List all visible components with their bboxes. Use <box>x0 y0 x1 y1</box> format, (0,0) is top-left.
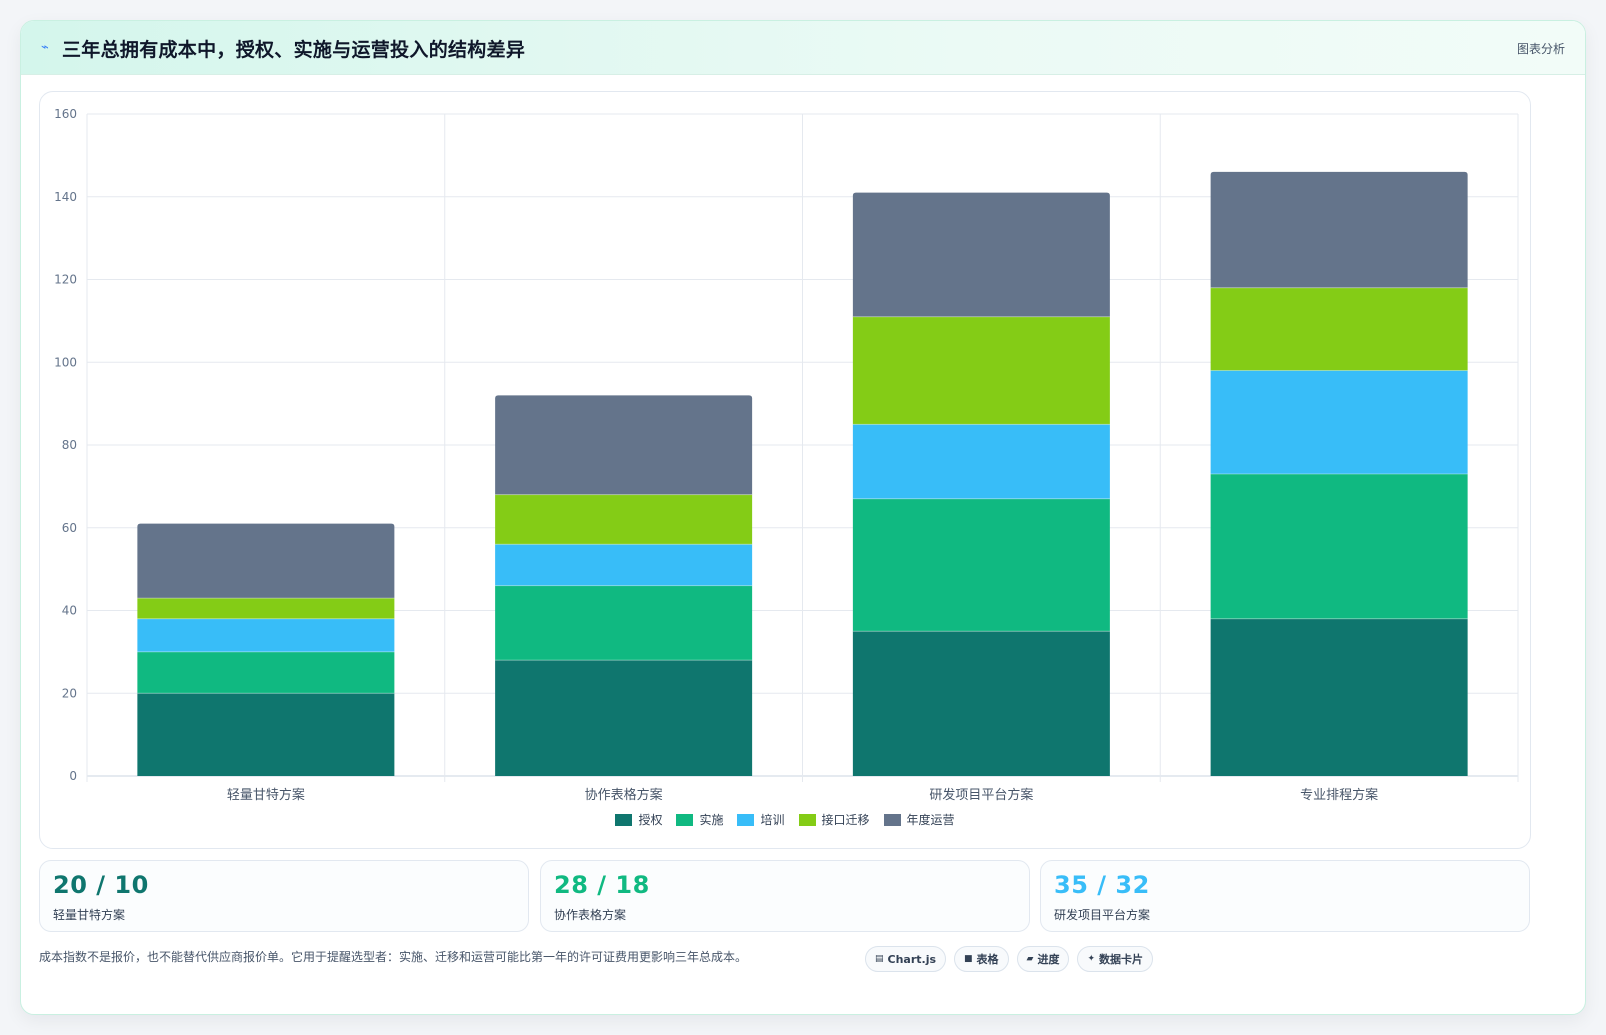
x-category-label: 研发项目平台方案 <box>929 787 1033 802</box>
stat-card-label: 协作表格方案 <box>554 908 627 922</box>
y-tick-label: 160 <box>54 107 77 121</box>
y-tick-label: 140 <box>54 190 77 204</box>
footnote: 成本指数不是报价，也不能替代供应商报价单。它用于提醒选型者：实施、迁移和运营可能… <box>39 950 748 964</box>
stat-card-label: 轻量甘特方案 <box>53 908 126 922</box>
chart-analysis-link[interactable]: 图表分析 <box>1516 42 1565 56</box>
bar-segment <box>137 598 395 619</box>
legend-item[interactable]: 年度运营 <box>883 811 955 828</box>
bar-segment <box>1210 473 1468 619</box>
chart-legend: 授权 实施 培训 接口迁移 年度运营 <box>40 811 1530 828</box>
legend-swatch <box>615 813 633 826</box>
legend-item[interactable]: 授权 <box>615 811 662 828</box>
y-tick-label: 120 <box>54 273 77 287</box>
y-tick-label: 40 <box>62 604 77 618</box>
stat-cards-row: 20 / 10 轻量甘特方案 28 / 18 协作表格方案 35 / 32 研发… <box>39 860 1531 932</box>
bar-segment <box>495 660 753 776</box>
bar-segment <box>852 192 1110 317</box>
chip-table[interactable]: ■ 表格 <box>954 946 1009 972</box>
bar-segment <box>495 494 753 545</box>
stacked-bar-chart: 0 20 40 60 80 100 120 140 160 轻量甘特方案 协作表格方案 研发项目平台方… <box>54 107 1519 802</box>
chip-label: 数据卡片 <box>1099 953 1144 966</box>
bar-segment <box>495 395 753 495</box>
legend-label: 年度运营 <box>906 813 955 827</box>
legend-swatch <box>676 813 694 826</box>
bar-segment <box>137 618 395 652</box>
x-category-label: 专业排程方案 <box>1300 787 1378 802</box>
legend-swatch <box>737 813 755 826</box>
stat-card-value: 28 / 18 <box>554 871 650 899</box>
table-icon: ■ <box>964 954 973 964</box>
stat-card: 35 / 32 研发项目平台方案 <box>1040 860 1530 932</box>
x-category-label: 轻量甘特方案 <box>227 787 305 802</box>
legend-item[interactable]: 接口迁移 <box>798 811 870 828</box>
stat-card: 20 / 10 轻量甘特方案 <box>39 860 529 932</box>
y-tick-label: 20 <box>62 686 77 700</box>
bar-segment <box>852 631 1110 776</box>
x-category-label: 协作表格方案 <box>585 787 663 802</box>
legend-item[interactable]: 实施 <box>676 811 723 828</box>
chip-chartjs[interactable]: ▤ Chart.js <box>865 946 947 972</box>
chip-data-cards[interactable]: ✦ 数据卡片 <box>1077 946 1154 972</box>
chart-icon: ▤ <box>875 954 884 964</box>
feature-chips: ▤ Chart.js ■ 表格 ▰ 进度 ✦ 数据卡片 <box>865 946 1154 972</box>
bar-segment <box>852 316 1110 425</box>
stat-card: 28 / 18 协作表格方案 <box>540 860 1030 932</box>
card-title: 三年总拥有成本中，授权、实施与运营投入的结构差异 <box>62 39 526 61</box>
legend-label: 实施 <box>699 813 724 827</box>
chip-label: 进度 <box>1037 953 1060 966</box>
chip-label: Chart.js <box>887 952 937 966</box>
chip-label: 表格 <box>976 953 999 966</box>
legend-swatch <box>798 813 816 826</box>
stat-card-value: 35 / 32 <box>1054 871 1150 899</box>
chart-panel: 0 20 40 60 80 100 120 140 160 轻量甘特方案 协作表格方案 研发项目平台方… <box>39 91 1531 849</box>
y-tick-label: 80 <box>62 438 77 452</box>
legend-swatch <box>883 813 901 826</box>
chart-card: ⌁ 三年总拥有成本中，授权、实施与运营投入的结构差异 图表分析 0 20 40 60 8… <box>20 20 1586 1015</box>
progress-icon: ▰ <box>1026 954 1034 964</box>
stat-card-label: 研发项目平台方案 <box>1054 908 1151 922</box>
legend-label: 授权 <box>638 813 663 827</box>
bar-segment <box>1210 370 1468 474</box>
bar-segment <box>852 424 1110 499</box>
stat-card-value: 20 / 10 <box>53 871 149 899</box>
y-tick-label: 60 <box>62 521 77 535</box>
y-tick-label: 0 <box>69 769 77 783</box>
bar-segment <box>1210 618 1468 776</box>
bar-segment <box>495 585 753 661</box>
bolt-icon: ⌁ <box>41 40 49 55</box>
legend-label: 培训 <box>760 813 785 827</box>
bar-segment <box>137 651 395 694</box>
bar-segment <box>852 498 1110 632</box>
bar-segment <box>137 523 395 599</box>
bar-segment <box>1210 287 1468 371</box>
bar-segment <box>137 693 395 776</box>
card-header: ⌁ 三年总拥有成本中，授权、实施与运营投入的结构差异 图表分析 <box>21 21 1585 75</box>
chip-progress[interactable]: ▰ 进度 <box>1016 946 1070 972</box>
bar-segment <box>1210 171 1468 288</box>
sparkle-icon: ✦ <box>1087 954 1096 964</box>
legend-item[interactable]: 培训 <box>737 811 785 828</box>
y-tick-label: 100 <box>54 355 77 369</box>
legend-label: 接口迁移 <box>821 813 870 827</box>
bar-segment <box>495 544 753 586</box>
